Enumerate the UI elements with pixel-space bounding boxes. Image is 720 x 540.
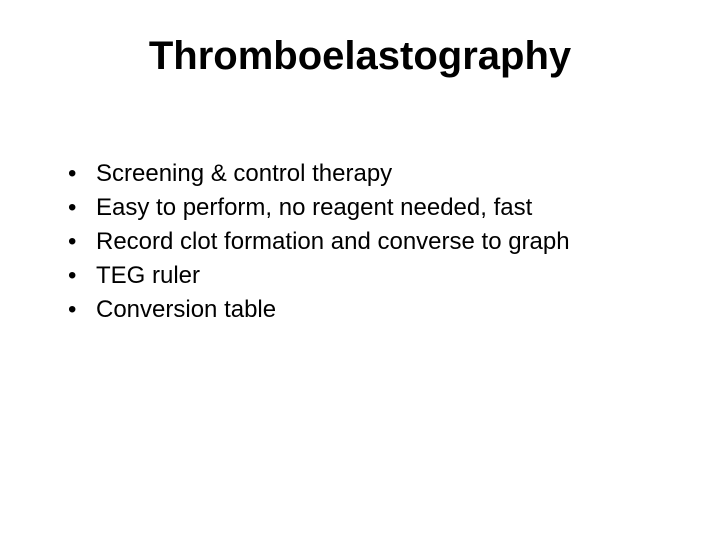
slide-title: Thromboelastography [40, 34, 680, 79]
list-item: Conversion table [96, 295, 680, 325]
slide: Thromboelastography Screening & control … [0, 0, 720, 540]
bullet-list: Screening & control therapy Easy to perf… [40, 159, 680, 325]
list-item: Screening & control therapy [96, 159, 680, 189]
list-item: Record clot formation and converse to gr… [96, 227, 680, 257]
list-item: Easy to perform, no reagent needed, fast [96, 193, 680, 223]
list-item: TEG ruler [96, 261, 680, 291]
